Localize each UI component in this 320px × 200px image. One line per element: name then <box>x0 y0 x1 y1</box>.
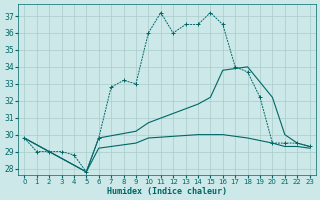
X-axis label: Humidex (Indice chaleur): Humidex (Indice chaleur) <box>107 187 227 196</box>
